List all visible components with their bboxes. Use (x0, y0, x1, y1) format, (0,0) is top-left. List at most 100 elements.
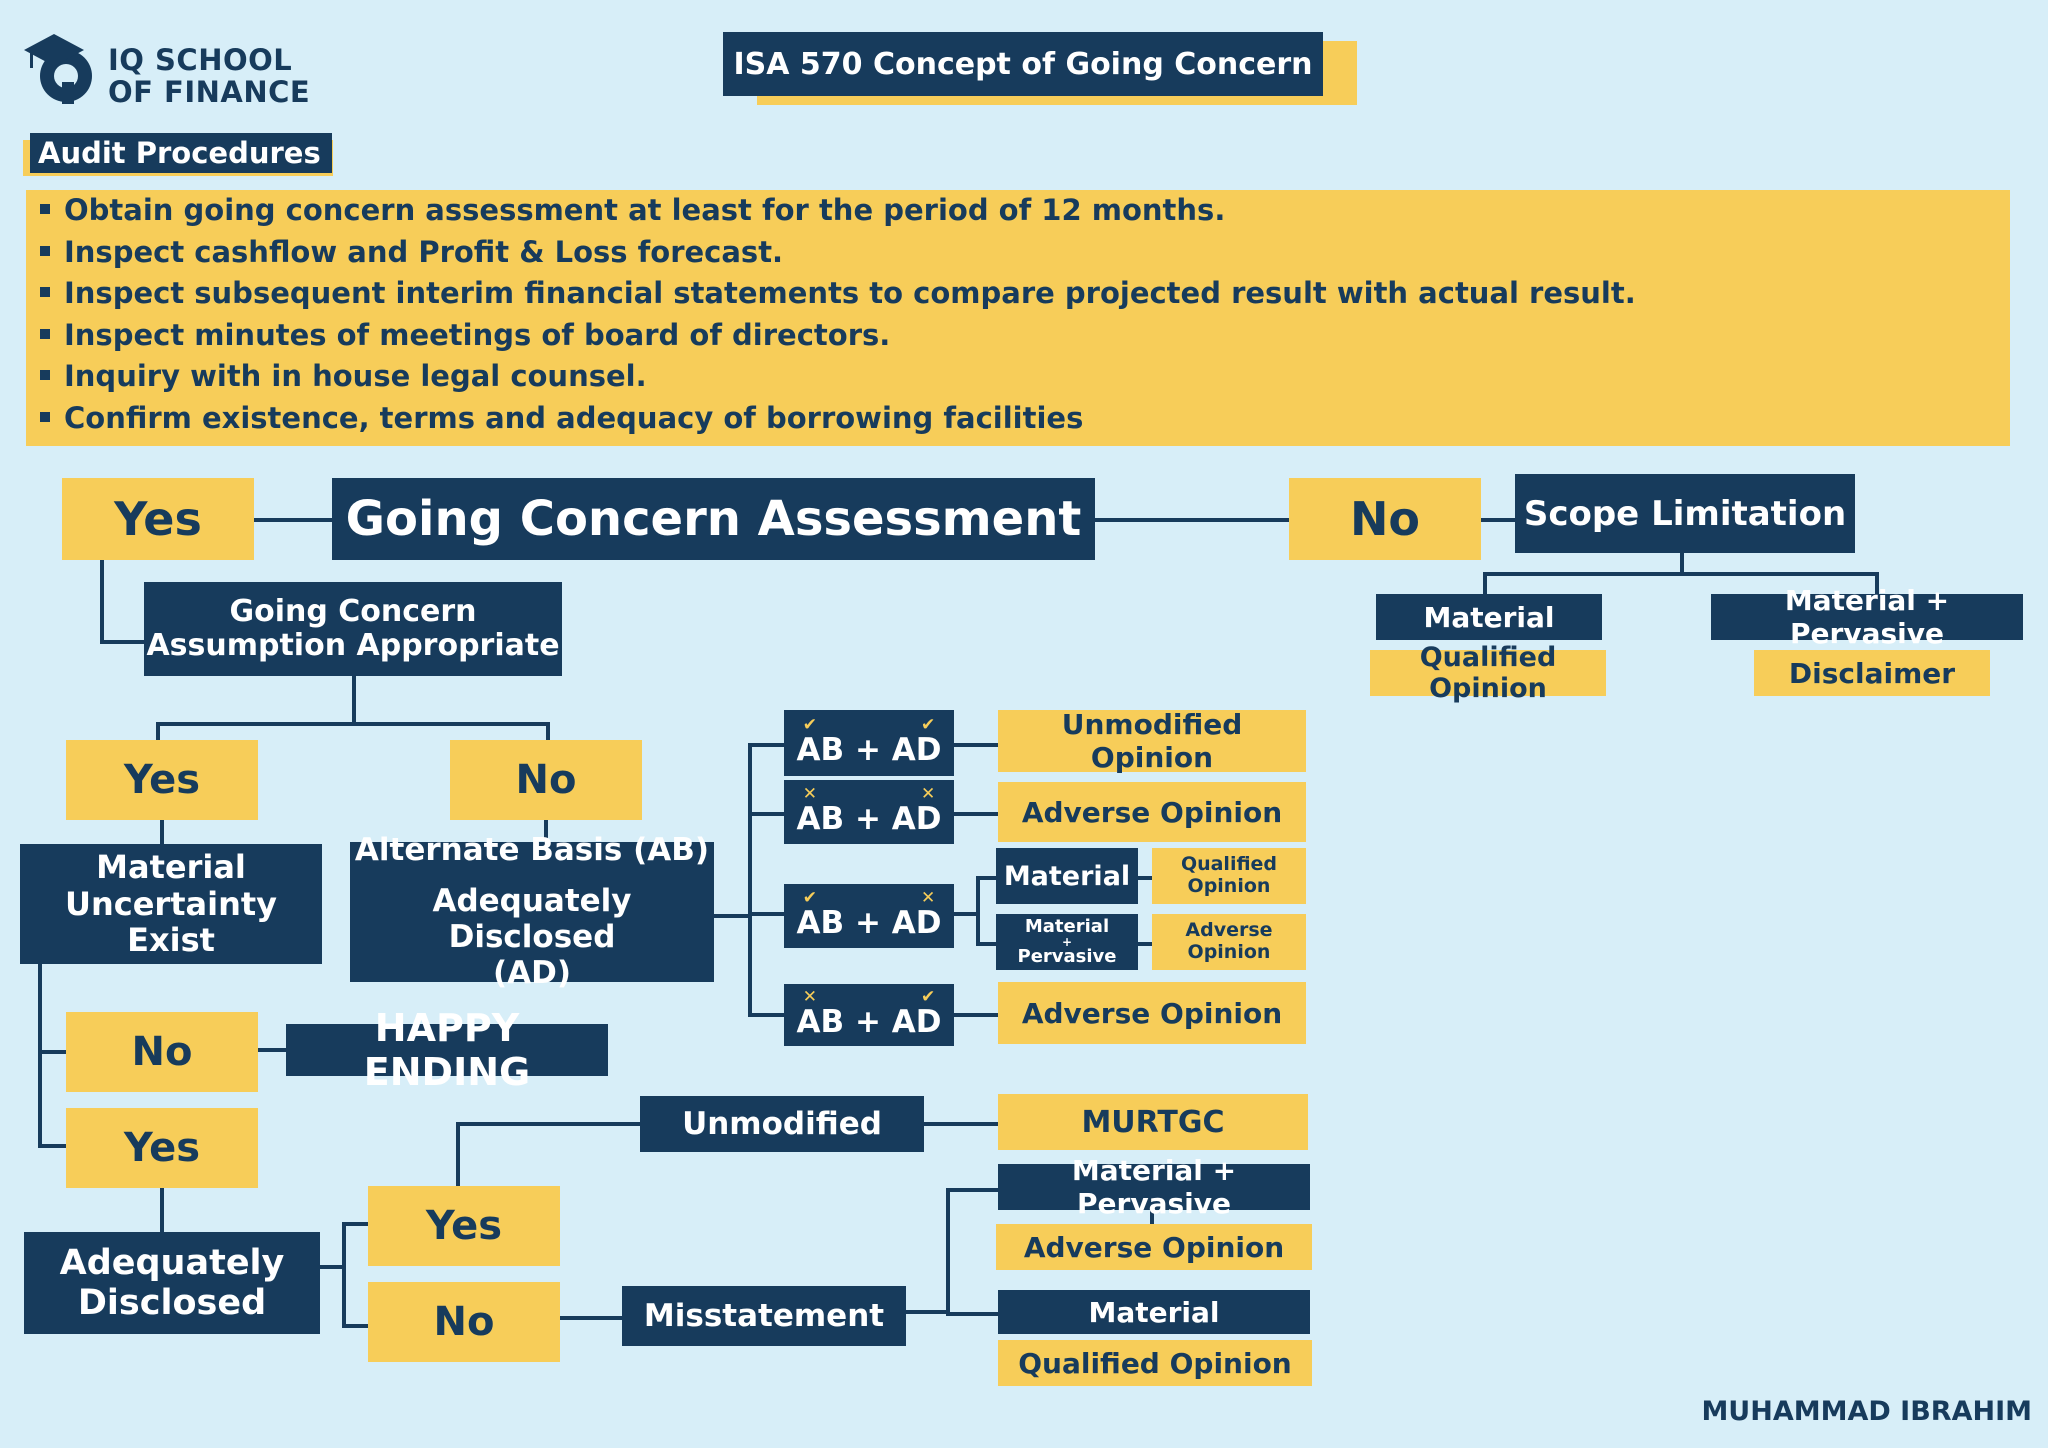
connector-line (342, 1222, 368, 1226)
adverse-opinion-small-box: Adverse Opinion (1152, 914, 1306, 970)
yes-box: Yes (66, 1108, 258, 1188)
connector-line (976, 876, 996, 880)
adverse-opinion-box: Adverse Opinion (998, 782, 1306, 842)
yes-box: Yes (66, 740, 258, 820)
alternate-basis-box: Alternate Basis (AB) Adequately Disclose… (350, 832, 714, 990)
connector-line (748, 912, 784, 916)
procedure-item: Inspect cashflow and Profit & Loss forec… (40, 232, 1996, 274)
connector-line (748, 743, 752, 1017)
connector-line (748, 1013, 784, 1017)
procedure-item: Inspect minutes of meetings of board of … (40, 315, 1996, 357)
connector-line (946, 1188, 950, 1314)
adequately-line-1: Adequately (59, 1242, 285, 1283)
murtgc-box: MURTGC (998, 1094, 1308, 1150)
going-concern-assessment: Going Concern Assessment (332, 478, 1095, 560)
procedure-list: Obtain going concern assessment at least… (26, 190, 2010, 446)
connector-line (320, 1265, 344, 1269)
page-title: ISA 570 Concept of Going Concern (723, 32, 1323, 96)
mp-line-2: + (1061, 935, 1073, 949)
qualified-opinion-box: Qualified Opinion (998, 1340, 1312, 1386)
procedure-item: Inquiry with in house legal counsel. (40, 356, 1996, 398)
adequately-line-2: Disclosed (77, 1283, 267, 1323)
connector-line (1150, 1206, 1154, 1226)
connector-line (342, 1324, 368, 1328)
ab-ad-marks: ✔ ✔ (803, 715, 936, 736)
cross-icon: ✕ (921, 888, 936, 909)
check-icon: ✔ (921, 987, 936, 1008)
connector-line (100, 640, 146, 644)
adequately-disclosed-line-2: (AD) (492, 954, 572, 991)
qualified-line-1: Qualified (1180, 853, 1278, 876)
connector-line (1875, 572, 1879, 594)
qualified-line-2: Opinion (1187, 875, 1271, 897)
connector-line (160, 820, 164, 844)
misstatement-box: Misstatement (622, 1286, 906, 1346)
connector-line (254, 518, 332, 522)
connector-line (946, 1312, 998, 1316)
material-box: Material (1376, 594, 1602, 640)
connector-line (1138, 942, 1152, 946)
ab-ad-box-both-yes: ✔ ✔ AB + AD (784, 710, 954, 776)
graduation-cap-icon (24, 34, 92, 104)
connector-line (38, 1050, 66, 1054)
brand-line-2: OF FINANCE (108, 75, 311, 109)
connector-line (156, 722, 160, 740)
assumption-line-1: Going Concern (229, 593, 477, 629)
scope-limitation: Scope Limitation (1515, 474, 1855, 553)
no-box: No (450, 740, 642, 820)
connector-line (954, 743, 998, 747)
connector-line (954, 912, 978, 916)
material-box: Material (998, 1290, 1310, 1334)
adverse-opinion-box: Adverse Opinion (998, 982, 1306, 1044)
material-pervasive-box: Material + Pervasive (1711, 584, 2023, 650)
ab-ad-marks: ✕ ✕ (802, 784, 936, 805)
adverse-line-1: Adverse (1185, 919, 1273, 942)
ab-ad-label: AB + AD (796, 732, 942, 769)
ab-ad-box-both-no: ✕ ✕ AB + AD (784, 780, 954, 844)
qualified-opinion-small-box: Qualified Opinion (1152, 848, 1306, 904)
connector-line (906, 1310, 950, 1314)
assumption-appropriate-box: Going Concern Assumption Appropriate (144, 582, 562, 676)
connector-line (38, 1144, 66, 1148)
connector-line (160, 1188, 164, 1232)
ab-ad-box-ad-only: ✕ ✔ AB + AD (784, 984, 954, 1046)
yes-box: Yes (368, 1186, 560, 1266)
material-pervasive-small-box: Material + Pervasive (996, 914, 1138, 970)
ab-ad-label: AB + AD (796, 801, 942, 838)
happy-ending-box: HAPPY ENDING (286, 1006, 608, 1094)
cross-icon: ✕ (802, 987, 817, 1008)
brand-name: IQ SCHOOL OF FINANCE (108, 44, 310, 108)
check-icon: ✔ (921, 715, 936, 736)
ab-ad-label: AB + AD (796, 905, 942, 942)
connector-line (156, 722, 550, 726)
brand-logo (24, 28, 104, 108)
adequately-disclosed-line-1: Adequately Disclosed (432, 883, 632, 955)
mp-line-1: Material (1024, 916, 1110, 937)
material-small-box: Material (996, 848, 1138, 904)
connector-line (352, 674, 356, 724)
alternate-basis-line: Alternate Basis (AB) (354, 831, 710, 868)
adverse-opinion-box: Adverse Opinion (996, 1224, 1312, 1270)
material-uncertainty-box: Material Uncertainty Exist (20, 844, 322, 964)
connector-line (954, 812, 998, 816)
connector-line (546, 722, 550, 740)
connector-line (342, 1222, 346, 1328)
qualified-opinion-box: Qualified Opinion (1370, 642, 1606, 704)
disclaimer-box: Disclaimer (1754, 650, 1990, 696)
no-box: No (368, 1282, 560, 1362)
material-uncertainty-line-1: Material (96, 847, 246, 886)
connector-line (456, 1122, 640, 1126)
ab-ad-marks: ✔ ✕ (802, 888, 936, 909)
connector-line (1483, 572, 1879, 576)
connector-line (1481, 518, 1515, 522)
cross-icon: ✕ (802, 784, 817, 805)
brand-line-1: IQ SCHOOL (108, 43, 293, 77)
connector-line (456, 1122, 460, 1186)
no-box: No (66, 1012, 258, 1092)
connector-line (100, 560, 104, 644)
connector-line (1483, 572, 1487, 594)
connector-line (946, 1188, 998, 1192)
unmodified-box: Unmodified (640, 1096, 924, 1152)
ab-ad-box-ab-only: ✔ ✕ AB + AD (784, 884, 954, 948)
check-icon: ✔ (802, 888, 817, 909)
